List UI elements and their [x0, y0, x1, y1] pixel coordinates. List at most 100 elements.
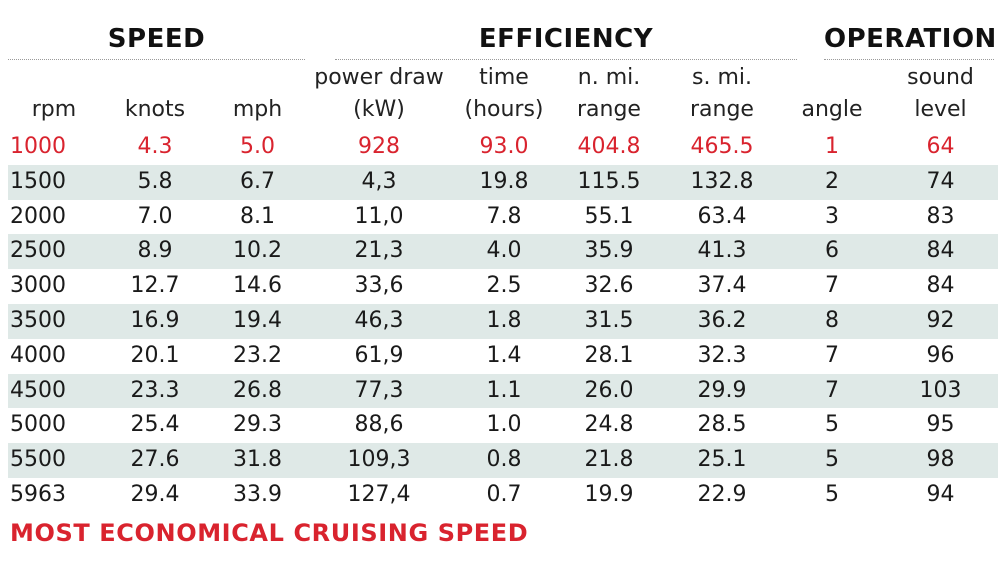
- cell-sound-level: 96: [926, 342, 955, 368]
- table-body: 1000 4.3 5.0 928 93.0 404.8 465.5 1 64 1500 5.8 6.7…: [8, 130, 998, 513]
- table-row: 1500 5.8 6.7 4,3 19.8 115.5 132.8 2 74: [8, 164, 998, 200]
- cell-knots: 20.1: [130, 342, 180, 368]
- cell-power-draw: 109,3: [305, 443, 453, 478]
- footnote: MOST ECONOMICAL CRUISING SPEED: [10, 519, 529, 547]
- cell-n-mi-range: 21.8: [555, 443, 663, 478]
- cell-sound-level: 92: [883, 303, 998, 339]
- cell-n-mi-range: 31.5: [555, 303, 663, 339]
- cell-rpm: 3500: [8, 303, 100, 339]
- cell-sound-level: 84: [883, 234, 998, 270]
- cell-sound-level: 103: [883, 373, 998, 409]
- cell-knots: 12.7: [130, 273, 180, 299]
- cell-angle: 5: [781, 443, 883, 478]
- column-header-angle: angle: [781, 58, 883, 130]
- cell-sound-level: 98: [883, 443, 998, 478]
- cell-time: 7.8: [486, 203, 522, 229]
- cell-mph: 14.6: [233, 273, 282, 299]
- column-header-rpm: rpm: [8, 58, 100, 130]
- table-row: 3000 12.7 14.6 33,6 2.5 32.6 37.4 7 84: [8, 269, 998, 304]
- cell-power-draw: 46,3: [305, 303, 453, 339]
- table-row: 5000 25.4 29.3 88,6 1.0 24.8 28.5 5 95: [8, 408, 998, 443]
- cell-knots: 8.9: [100, 234, 210, 270]
- group-header-efficiency: EFFICIENCY: [335, 24, 797, 60]
- cell-knots: 16.9: [100, 303, 210, 339]
- group-divider-speed: [8, 59, 305, 60]
- cell-time: 1.0: [486, 412, 522, 438]
- column-header-line: knots: [124, 97, 186, 122]
- cell-power-draw: 33,6: [354, 273, 404, 299]
- column-header-line: angle: [801, 97, 863, 122]
- cell-sound-level: 74: [883, 164, 998, 200]
- cell-power-draw: 127,4: [347, 481, 411, 507]
- cell-angle: 3: [825, 203, 839, 229]
- cell-time: 1.8: [453, 303, 555, 339]
- table-row: 4500 23.3 26.8 77,3 1.1 26.0 29.9 7 103: [8, 373, 998, 409]
- cell-angle: 7: [781, 373, 883, 409]
- cell-angle: 5: [825, 412, 839, 438]
- cell-angle: 2: [781, 164, 883, 200]
- cell-s-mi-range: 465.5: [690, 134, 754, 159]
- cell-knots: 23.3: [100, 373, 210, 409]
- table-row: 2000 7.0 8.1 11,0 7.8 55.1 63.4 3 83: [8, 200, 998, 235]
- table-row: 5963 29.4 33.9 127,4 0.7 19.9 22.9 5 94: [8, 478, 998, 513]
- column-header-n-mi-range: n. mi. range: [555, 58, 663, 130]
- cell-s-mi-range: 25.1: [663, 443, 781, 478]
- cell-knots: 29.4: [130, 481, 180, 507]
- cell-mph: 8.1: [240, 203, 275, 229]
- column-header-line: rpm: [31, 97, 77, 122]
- cell-s-mi-range: 37.4: [697, 273, 747, 299]
- table-row: 2500 8.9 10.2 21,3 4.0 35.9 41.3 6 84: [8, 234, 998, 270]
- column-header-line: (hours): [464, 97, 544, 122]
- column-header-line: range: [690, 97, 754, 122]
- cell-mph: 19.4: [210, 303, 305, 339]
- cell-angle: 5: [825, 481, 839, 507]
- cell-power-draw: 21,3: [305, 234, 453, 270]
- cell-rpm: 3000: [10, 273, 66, 299]
- cell-power-draw: 88,6: [354, 412, 404, 438]
- cell-angle: 8: [781, 303, 883, 339]
- group-title-speed: SPEED: [107, 24, 206, 54]
- cell-sound-level: 83: [926, 203, 955, 229]
- column-header-line: sound: [907, 65, 974, 90]
- cell-n-mi-range: 19.9: [584, 481, 634, 507]
- table-row: 4000 20.1 23.2 61,9 1.4 28.1 32.3 7 96: [8, 339, 998, 374]
- cell-rpm: 5000: [10, 412, 66, 438]
- cell-rpm: 5963: [10, 481, 66, 507]
- cell-angle: 7: [825, 273, 839, 299]
- cell-knots: 25.4: [130, 412, 180, 438]
- cell-mph: 23.2: [233, 342, 282, 368]
- cell-mph: 10.2: [210, 234, 305, 270]
- cell-angle: 1: [825, 134, 839, 159]
- cell-time: 1.4: [486, 342, 522, 368]
- cell-time: 0.8: [453, 443, 555, 478]
- cell-rpm: 4500: [8, 373, 100, 409]
- group-title-efficiency: EFFICIENCY: [478, 24, 654, 54]
- cell-power-draw: 77,3: [305, 373, 453, 409]
- column-header-s-mi-range: s. mi. range: [663, 58, 781, 130]
- cell-n-mi-range: 28.1: [584, 342, 634, 368]
- group-divider-efficiency: [335, 59, 797, 60]
- cell-sound-level: 95: [926, 412, 955, 438]
- cell-n-mi-range: 404.8: [577, 134, 641, 159]
- cell-sound-level: 84: [926, 273, 955, 299]
- cell-s-mi-range: 32.3: [697, 342, 747, 368]
- cell-sound-level: 94: [926, 481, 955, 507]
- cell-s-mi-range: 132.8: [663, 164, 781, 200]
- cell-time: 0.7: [486, 481, 522, 507]
- cell-angle: 7: [825, 342, 839, 368]
- cell-time: 2.5: [486, 273, 522, 299]
- table-row: 5500 27.6 31.8 109,3 0.8 21.8 25.1 5 98: [8, 443, 998, 478]
- group-divider-operation: [824, 59, 994, 60]
- cell-n-mi-range: 26.0: [555, 373, 663, 409]
- cell-rpm: 1500: [8, 164, 100, 200]
- column-header-line: time: [479, 65, 529, 90]
- cell-angle: 6: [781, 234, 883, 270]
- cell-s-mi-range: 41.3: [663, 234, 781, 270]
- column-header-row: rpm knots mph power draw (kW) time (hours) n. m…: [8, 58, 998, 130]
- table-row-highlight: 1000 4.3 5.0 928 93.0 404.8 465.5 1 64: [8, 130, 998, 165]
- cell-s-mi-range: 22.9: [697, 481, 747, 507]
- cell-s-mi-range: 29.9: [663, 373, 781, 409]
- cell-power-draw: 4,3: [305, 164, 453, 200]
- column-header-line: range: [577, 97, 641, 122]
- cell-rpm: 1000: [10, 134, 66, 159]
